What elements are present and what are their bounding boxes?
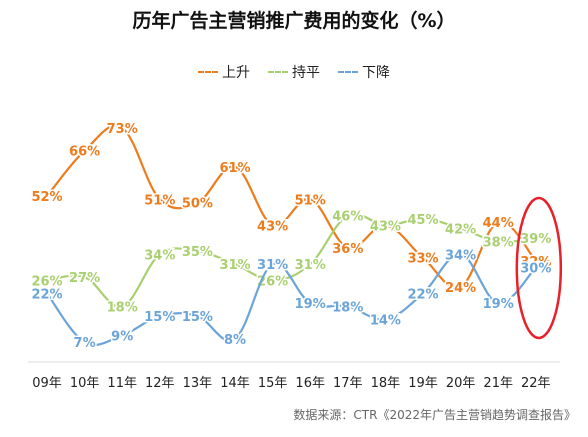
data-label-down: 15% <box>182 310 213 325</box>
data-label-down: 30% <box>520 261 551 276</box>
x-tick-label: 17年 <box>333 376 363 391</box>
data-label-down: 19% <box>483 297 514 312</box>
data-label-flat: 46% <box>332 210 363 225</box>
legend-label-down: 下降 <box>362 65 390 81</box>
data-label-flat: 31% <box>295 258 326 273</box>
data-label-flat: 35% <box>182 245 213 260</box>
data-label-down: 22% <box>407 287 438 302</box>
data-label-down: 15% <box>144 310 175 325</box>
legend-label-up: 上升 <box>222 65 250 81</box>
data-label-down: 8% <box>224 333 246 348</box>
data-label-flat: 38% <box>483 235 514 250</box>
data-label-flat: 42% <box>445 223 476 238</box>
data-label-down: 7% <box>74 336 96 351</box>
data-label-flat: 39% <box>520 232 551 247</box>
legend-item-flat: 持平 <box>268 62 320 82</box>
x-tick-label: 20年 <box>446 376 476 391</box>
data-label-up: 61% <box>219 161 250 176</box>
data-label-flat: 45% <box>407 213 438 228</box>
data-label-down: 22% <box>31 287 62 302</box>
data-label-up: 52% <box>31 190 62 205</box>
data-label-flat: 43% <box>370 219 401 234</box>
data-label-up: 51% <box>144 193 175 208</box>
data-label-up: 73% <box>107 122 138 137</box>
data-label-up: 24% <box>445 281 476 296</box>
x-tick-label: 14年 <box>220 376 250 391</box>
x-tick-label: 19年 <box>408 376 438 391</box>
data-label-down: 14% <box>370 313 401 328</box>
data-label-up: 50% <box>182 197 213 212</box>
series-line-down <box>46 253 537 346</box>
legend-swatch-up <box>198 71 218 73</box>
x-tick-label: 21年 <box>483 376 513 391</box>
data-label-flat: 34% <box>144 248 175 263</box>
data-label-flat: 27% <box>69 271 100 286</box>
legend-label-flat: 持平 <box>292 65 320 81</box>
legend-item-down: 下降 <box>338 62 390 82</box>
legend-swatch-flat <box>268 71 288 73</box>
data-label-down: 19% <box>295 297 326 312</box>
data-label-up: 32% <box>520 255 551 270</box>
data-label-flat: 18% <box>107 300 138 315</box>
chart-title: 历年广告主营销推广费用的变化（%） <box>132 10 456 32</box>
source-note: 数据来源：CTR《2022年广告主营销趋势调查报告》 <box>293 408 576 422</box>
x-tick-label: 12年 <box>145 376 175 391</box>
legend-item-up: 上升 <box>198 62 250 82</box>
x-tick-label: 16年 <box>295 376 325 391</box>
legend-swatch-down <box>338 71 358 73</box>
data-label-flat: 31% <box>219 258 250 273</box>
x-tick-label: 15年 <box>258 376 288 391</box>
data-label-up: 43% <box>257 219 288 234</box>
x-tick-label: 13年 <box>183 376 213 391</box>
x-tick-label: 18年 <box>371 376 401 391</box>
data-label-flat: 26% <box>257 274 288 289</box>
data-label-up: 33% <box>407 252 438 267</box>
data-label-down: 31% <box>257 258 288 273</box>
data-label-up: 36% <box>332 242 363 257</box>
data-label-up: 66% <box>69 145 100 160</box>
legend: 上升 持平 下降 <box>0 62 588 82</box>
data-label-up: 44% <box>483 216 514 231</box>
x-tick-label: 09年 <box>32 376 62 391</box>
x-tick-label: 11年 <box>107 376 137 391</box>
data-label-down: 34% <box>445 248 476 263</box>
data-label-down: 9% <box>111 330 133 345</box>
data-label-up: 51% <box>295 193 326 208</box>
data-label-down: 18% <box>332 300 363 315</box>
x-tick-label: 22年 <box>521 376 551 391</box>
data-label-flat: 26% <box>31 274 62 289</box>
x-tick-label: 10年 <box>70 376 100 391</box>
highlight-ellipse <box>515 196 563 340</box>
series-line-up <box>46 124 537 289</box>
